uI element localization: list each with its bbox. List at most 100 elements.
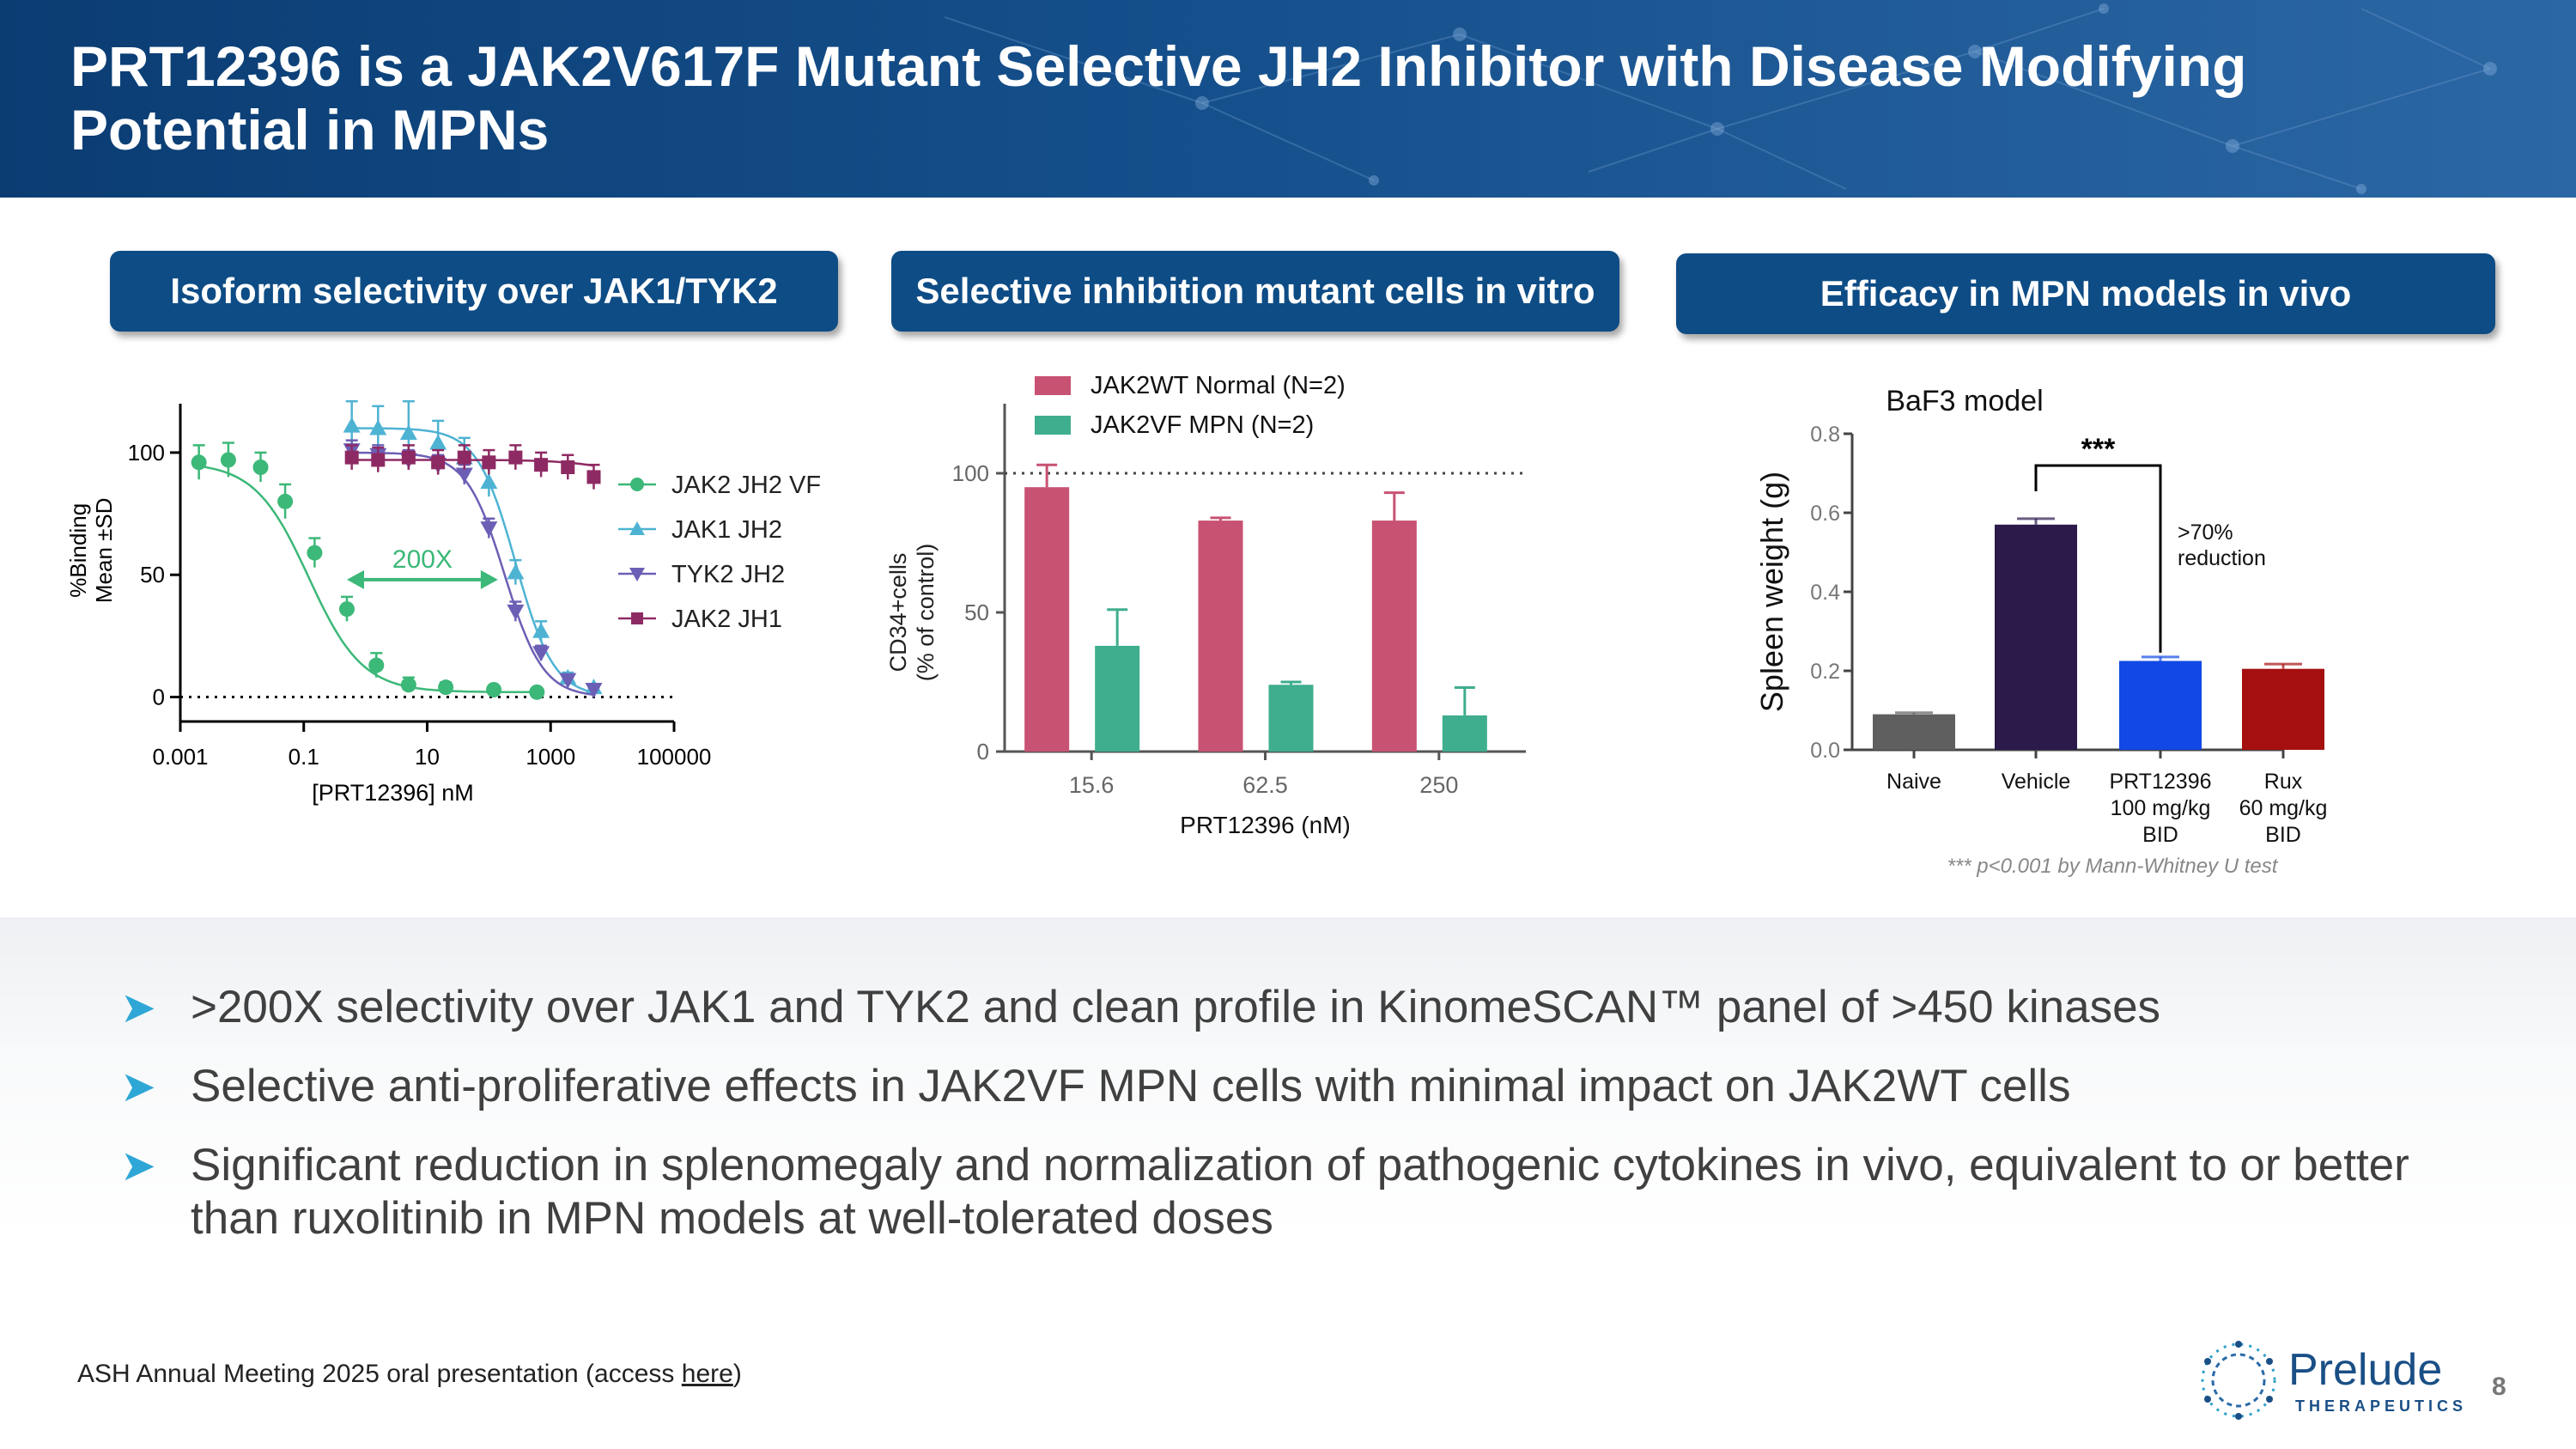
y-tick-label: 0.6 — [1810, 502, 1840, 526]
y-axis-title-line: CD34+cells — [885, 553, 911, 673]
reduction-note: >70% reduction — [2178, 521, 2266, 570]
data-point — [532, 646, 550, 662]
x-tick-label: PRT12396 100 mg/kg BID — [2109, 770, 2211, 847]
reduction-note-line: reduction — [2178, 546, 2266, 570]
data-point — [480, 473, 498, 490]
y-axis-title: %BindingMean ±SD — [65, 497, 117, 603]
prelude-logo: Prelude THERAPEUTICS — [2194, 1336, 2463, 1430]
data-point — [438, 679, 454, 696]
legend-label: JAK2VF MPN (N=2) — [1091, 411, 1314, 439]
x-tick-label: 10 — [415, 744, 440, 770]
logo-subtitle: THERAPEUTICS — [2295, 1397, 2468, 1415]
x-tick-label-line: 60 mg/kg — [2239, 796, 2328, 820]
legend-marker — [631, 612, 643, 624]
legend-label: JAK2 JH1 — [671, 606, 782, 633]
data-point — [307, 545, 323, 561]
footer-citation: ASH Annual Meeting 2025 oral presentatio… — [77, 1360, 742, 1389]
data-point — [191, 454, 207, 471]
reduction-note-line: >70% — [2178, 521, 2233, 545]
panel-header-isoform-selectivity: Isoform selectivity over JAK1/TYK2 — [110, 251, 838, 332]
x-tick-label-line: PRT12396 — [2109, 770, 2211, 794]
stat-footnote: *** p<0.001 by Mann-Whitney U test — [1947, 855, 2279, 878]
data-point — [482, 455, 496, 470]
data-point — [532, 622, 550, 638]
legend-marker — [629, 568, 645, 581]
title-banner: PRT12396 is a JAK2V617F Mutant Selective… — [0, 0, 2576, 198]
y-axis-title-line: Mean ±SD — [91, 497, 117, 603]
legend-swatch — [1035, 416, 1071, 435]
data-point — [220, 452, 236, 468]
legend-label: JAK2 JH2 VF — [671, 472, 821, 499]
significance-stars: *** — [2081, 433, 2116, 466]
bar — [1442, 715, 1487, 752]
fit-curve — [198, 465, 538, 694]
data-point — [371, 453, 386, 467]
selectivity-arrow-head-left — [346, 569, 364, 589]
data-point — [507, 604, 525, 620]
spleen-weight-bar-chart: BaF3 model 0.0 0.2 0.4 0.6 0.8 Spleen weight (… — [1754, 385, 2328, 878]
bar — [1371, 521, 1417, 752]
x-tick-label: Naive — [1886, 770, 1941, 794]
x-tick-label: Rux 60 mg/kg BID — [2239, 770, 2328, 847]
fit-curve — [351, 459, 594, 467]
selectivity-arrow-head-right — [480, 569, 498, 589]
fit-curve — [351, 427, 594, 694]
arrow-bullet-icon: ➤ — [120, 1142, 156, 1190]
x-tick-label-line: Vehicle — [2002, 770, 2071, 794]
data-point — [401, 450, 416, 465]
y-tick-label: 0.8 — [1810, 423, 1840, 447]
footer-here-link[interactable]: here — [681, 1360, 733, 1388]
bullet-text: >200X selectivity over JAK1 and TYK2 and… — [191, 982, 2161, 1032]
y-tick-label: 0 — [153, 685, 165, 710]
x-tick-label-line: Naive — [1886, 770, 1941, 794]
legend-swatch — [1035, 376, 1071, 395]
x-tick-label: 0.001 — [152, 744, 208, 770]
x-tick-label-line: Rux — [2264, 770, 2303, 794]
chart-title: BaF3 model — [1886, 385, 2043, 417]
bar — [1198, 521, 1243, 752]
bar — [1024, 487, 1070, 752]
data-point — [585, 683, 603, 698]
data-point — [480, 521, 498, 538]
data-point — [486, 682, 502, 697]
y-axis-title: Spleen weight (g) — [1754, 472, 1789, 712]
x-tick-label-line: BID — [2265, 823, 2301, 847]
x-tick-label: 15.6 — [1069, 772, 1115, 798]
prelude-logo-mark-icon — [2201, 1341, 2276, 1420]
data-point — [400, 677, 416, 693]
y-tick-label: 0.4 — [1810, 581, 1840, 605]
y-axis-title-line: (% of control) — [913, 544, 939, 682]
data-point — [252, 460, 269, 475]
bullet-text: Significant reduction in splenomegaly an… — [191, 1140, 2409, 1244]
arrow-bullet-icon: ➤ — [120, 1062, 156, 1111]
data-point — [559, 673, 577, 689]
y-tick-label: 0 — [977, 739, 989, 764]
slide-title: PRT12396 is a JAK2V617F Mutant Selective… — [70, 34, 2247, 161]
fit-curve — [351, 451, 594, 697]
y-tick-label: 0.2 — [1810, 660, 1840, 684]
x-axis-title: PRT12396 (nM) — [1180, 812, 1351, 838]
bar — [2242, 668, 2324, 750]
data-point — [561, 460, 575, 474]
data-point — [534, 458, 549, 472]
data-point — [338, 601, 355, 618]
page-number: 8 — [2492, 1373, 2506, 1401]
data-point — [431, 455, 446, 470]
legend-label: TYK2 JH2 — [671, 561, 785, 588]
y-axis-title-line: %Binding — [65, 503, 91, 598]
panel-header-in-vivo-efficacy: Efficacy in MPN models in vivo — [1676, 253, 2495, 334]
y-tick-label: 50 — [964, 600, 989, 625]
data-point — [508, 450, 523, 465]
x-tick-label: Vehicle — [2002, 770, 2071, 794]
data-point — [344, 450, 359, 465]
data-point — [507, 563, 525, 580]
significance-bracket — [2034, 464, 2162, 653]
x-tick-label: 250 — [1419, 772, 1458, 798]
bar — [2119, 661, 2202, 750]
data-point — [368, 657, 385, 673]
legend-label: JAK1 JH2 — [671, 516, 782, 544]
x-tick-label-line: BID — [2142, 823, 2178, 847]
data-point — [586, 470, 601, 484]
x-tick-label: 0.1 — [289, 744, 319, 770]
summary-background — [0, 917, 2576, 1449]
